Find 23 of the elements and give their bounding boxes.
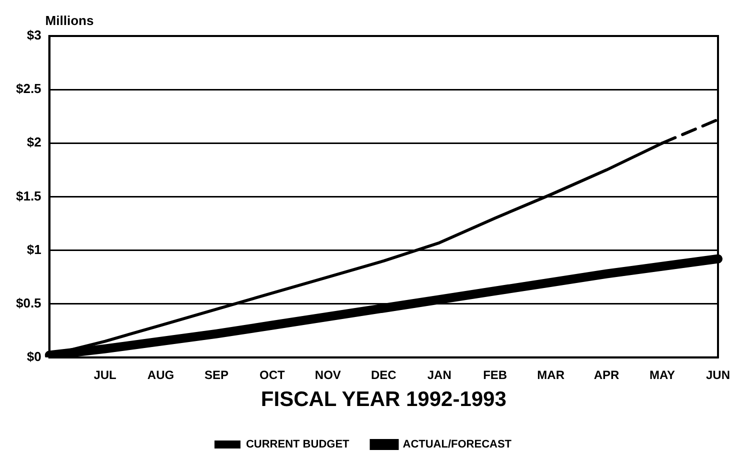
x-tick-label: OCT [260, 368, 286, 382]
x-tick-label: JUL [94, 368, 116, 382]
y-tick-label: $1.5 [16, 188, 42, 204]
y-tick-label: $0 [26, 348, 42, 364]
y-tick-label: $0.5 [16, 295, 42, 310]
x-tick-label: APR [594, 368, 620, 382]
y-tick-label: $2 [26, 134, 42, 150]
x-tick-label: FEB [483, 368, 508, 382]
x-tick-label: DEC [370, 368, 397, 382]
x-tick-label: JAN [427, 368, 452, 382]
x-tick-label: NOV [314, 368, 341, 382]
x-tick-label: MAR [537, 368, 565, 382]
x-axis-title: FISCAL YEAR 1992-1993 [260, 388, 506, 412]
legend-label: CURRENT BUDGET [246, 438, 350, 451]
x-tick-label: JUN [706, 368, 730, 382]
x-tick-label: SEP [204, 368, 228, 382]
x-tick-label: MAY [649, 368, 676, 382]
y-tick-label: $3 [26, 28, 42, 43]
y-tick-label: $2.5 [16, 81, 42, 96]
x-tick-label: AUG [147, 368, 174, 382]
y-tick-label: $1 [26, 242, 42, 257]
legend-label: ACTUAL/FORECAST [402, 438, 512, 451]
y-axis-title: Millions [45, 13, 94, 28]
